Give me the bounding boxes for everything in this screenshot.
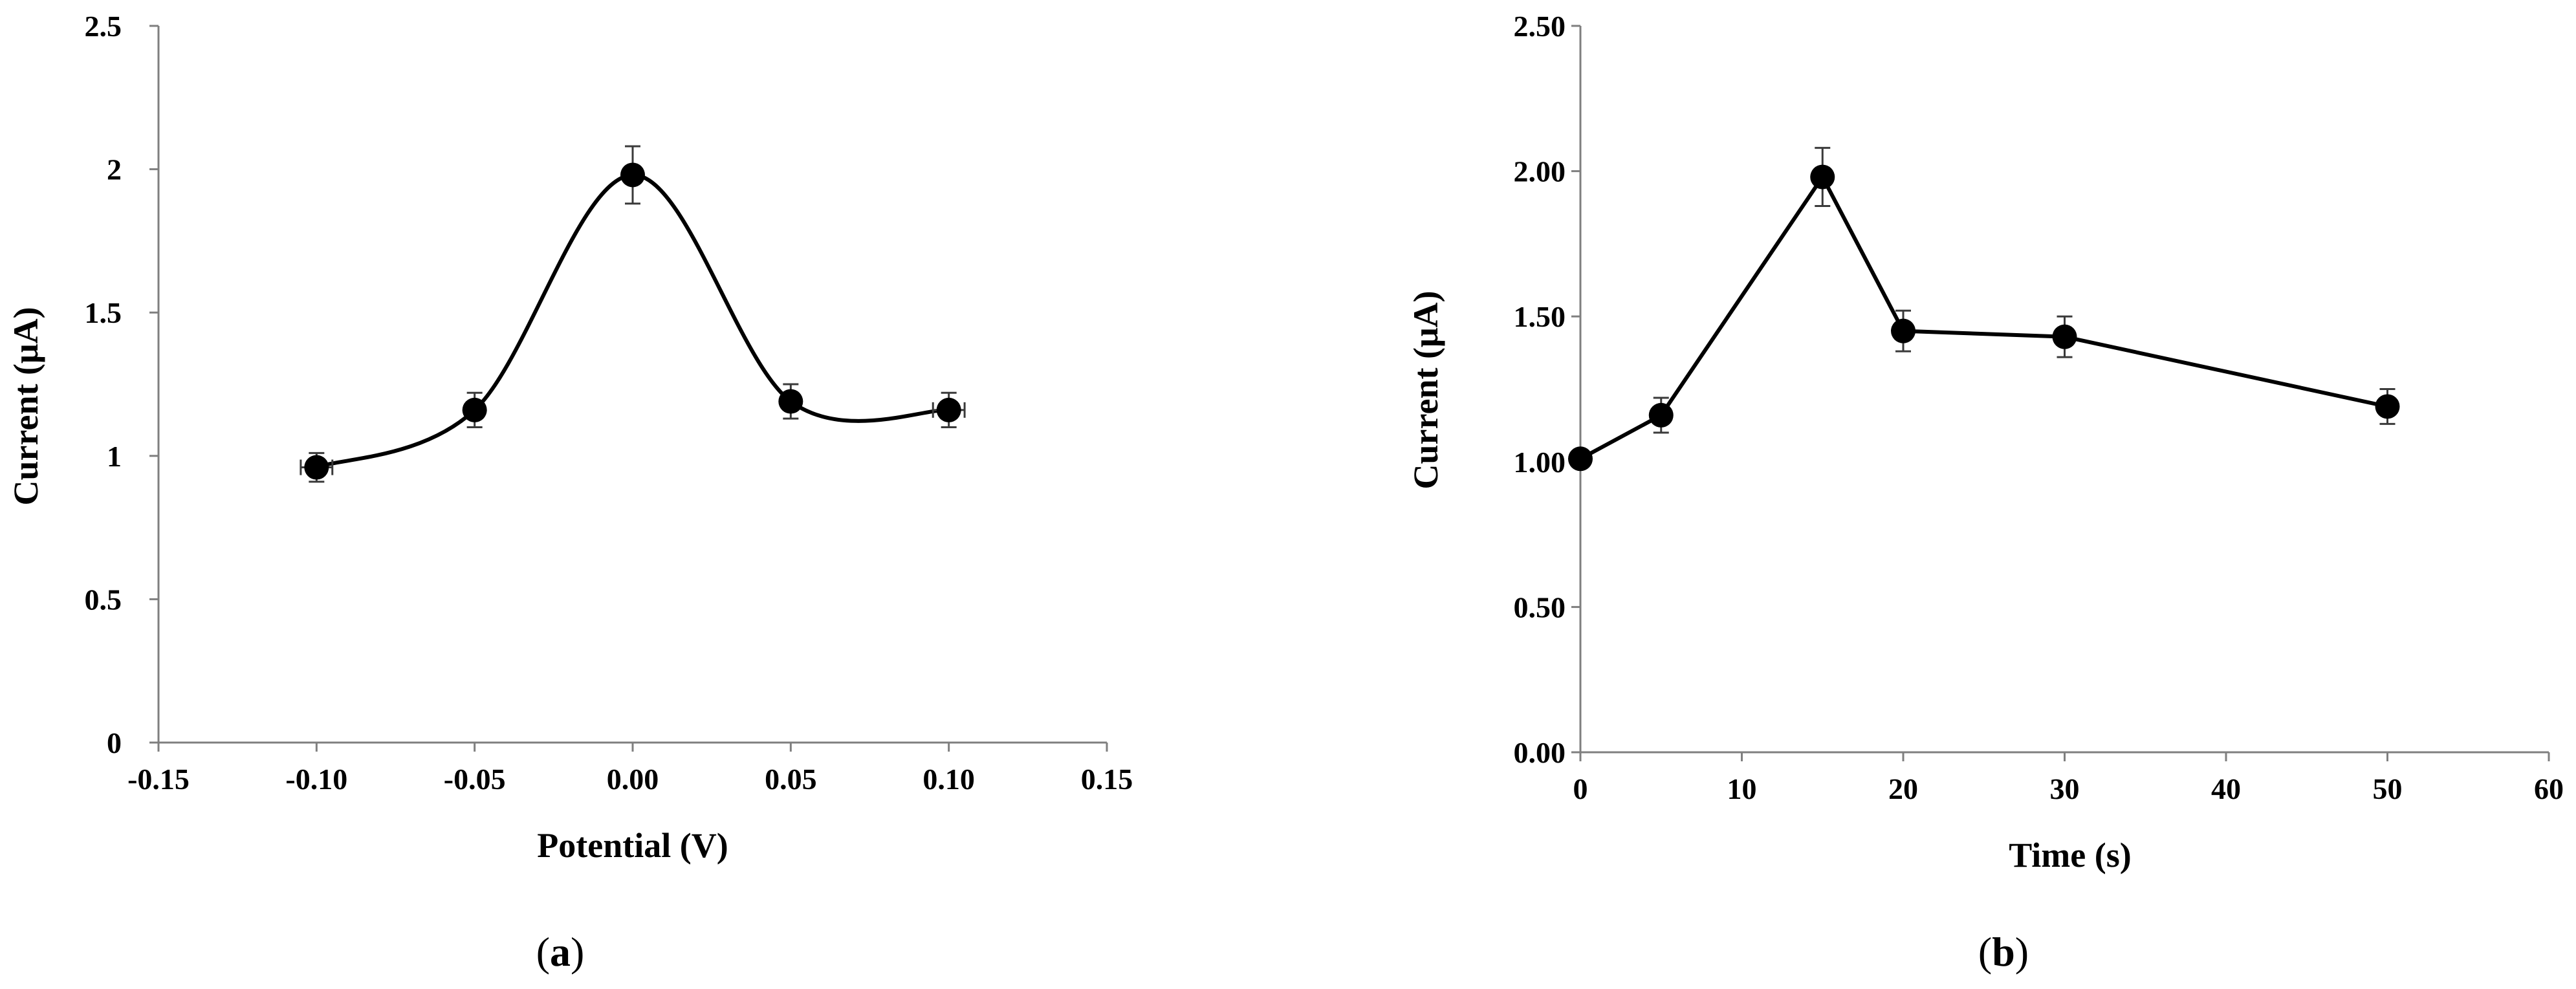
panel-b-marks xyxy=(1568,147,2400,472)
panel-a-x-tick-label: 0.00 xyxy=(607,763,659,796)
panel-b-x-tick-label: 50 xyxy=(2373,772,2403,805)
panel-a-label: (a) xyxy=(536,929,585,975)
chart-panel-a: 0 0.5 1 1.5 2 2.5 -0.15 -0.10 -0.05 0.00 0.05 0.10 0… xyxy=(6,10,1133,975)
panel-b-data-point xyxy=(1891,318,1916,343)
panel-a-y-axis-title: Current (μA) xyxy=(6,307,45,505)
panel-b-y-tick-label: 2.50 xyxy=(1514,10,1566,43)
panel-a-y-tick-label: 1.5 xyxy=(85,296,122,329)
panel-a-marks xyxy=(300,145,966,483)
panel-a-y-tick-label: 2 xyxy=(107,153,122,186)
panel-b-y-tick-label: 0.00 xyxy=(1514,736,1566,769)
chart-panel-b: 0.00 0.50 1.00 1.50 2.00 2.50 0 10 20 30 40 50 60 Cu… xyxy=(1406,10,2564,975)
panel-b-data-point xyxy=(1648,402,1674,428)
panel-a-y-tick-label: 0 xyxy=(107,726,122,759)
panel-a-data-point xyxy=(462,397,487,422)
panel-b-data-point xyxy=(1568,446,1593,472)
panel-a-x-tick-label: 0.05 xyxy=(765,763,817,796)
panel-b-data-point xyxy=(2375,394,2400,419)
panel-a-x-tick-label: 0.10 xyxy=(922,763,975,796)
panel-b-series-line xyxy=(1579,173,2388,461)
panel-a-x-tick-label: 0.15 xyxy=(1081,763,1133,796)
panel-a-y-tick-label: 0.5 xyxy=(85,583,122,616)
panel-b-x-tick-label: 0 xyxy=(1573,772,1588,805)
panel-a-data-point xyxy=(304,455,329,480)
panel-b-y-tick-label: 2.00 xyxy=(1514,155,1566,188)
panel-b-y-axis-title: Current (μA) xyxy=(1406,290,1445,489)
panel-b-y-tick-label: 0.50 xyxy=(1514,591,1566,624)
panel-b-x-tick-label: 20 xyxy=(1888,772,1918,805)
panel-a-series-line xyxy=(316,173,949,470)
panel-a-data-point xyxy=(778,389,803,414)
panel-a-x-axis-title: Potential (V) xyxy=(537,826,728,865)
panel-b-data-point xyxy=(2052,324,2077,349)
panel-a-ticks: 0 0.5 1 1.5 2 2.5 -0.15 -0.10 -0.05 0.00 0.05 0.10 0… xyxy=(85,10,1133,796)
panel-b-label: (b) xyxy=(1978,929,2029,975)
panel-b-x-tick-label: 30 xyxy=(2050,772,2080,805)
panel-a-data-point xyxy=(620,162,645,188)
panel-b-y-tick-label: 1.50 xyxy=(1514,300,1566,333)
panel-b-x-axis-title: Time (s) xyxy=(2009,836,2131,875)
panel-b-y-tick-label: 1.00 xyxy=(1514,446,1566,479)
panel-a-x-tick-label: -0.05 xyxy=(444,763,506,796)
panel-a-x-tick-label: -0.15 xyxy=(127,763,190,796)
panel-a-x-tick-label: -0.10 xyxy=(285,763,347,796)
panel-a-y-tick-label: 2.5 xyxy=(85,10,122,43)
panel-b-x-tick-label: 10 xyxy=(1727,772,1757,805)
panel-a-y-tick-label: 1 xyxy=(107,440,122,473)
panel-b-data-point xyxy=(1810,164,1835,190)
panel-b-x-tick-label: 60 xyxy=(2534,772,2564,805)
panel-a-data-point xyxy=(936,397,961,422)
panel-b-x-tick-label: 40 xyxy=(2211,772,2241,805)
panel-b-ticks: 0.00 0.50 1.00 1.50 2.00 2.50 0 10 20 30 40 50 60 xyxy=(1514,10,2564,805)
